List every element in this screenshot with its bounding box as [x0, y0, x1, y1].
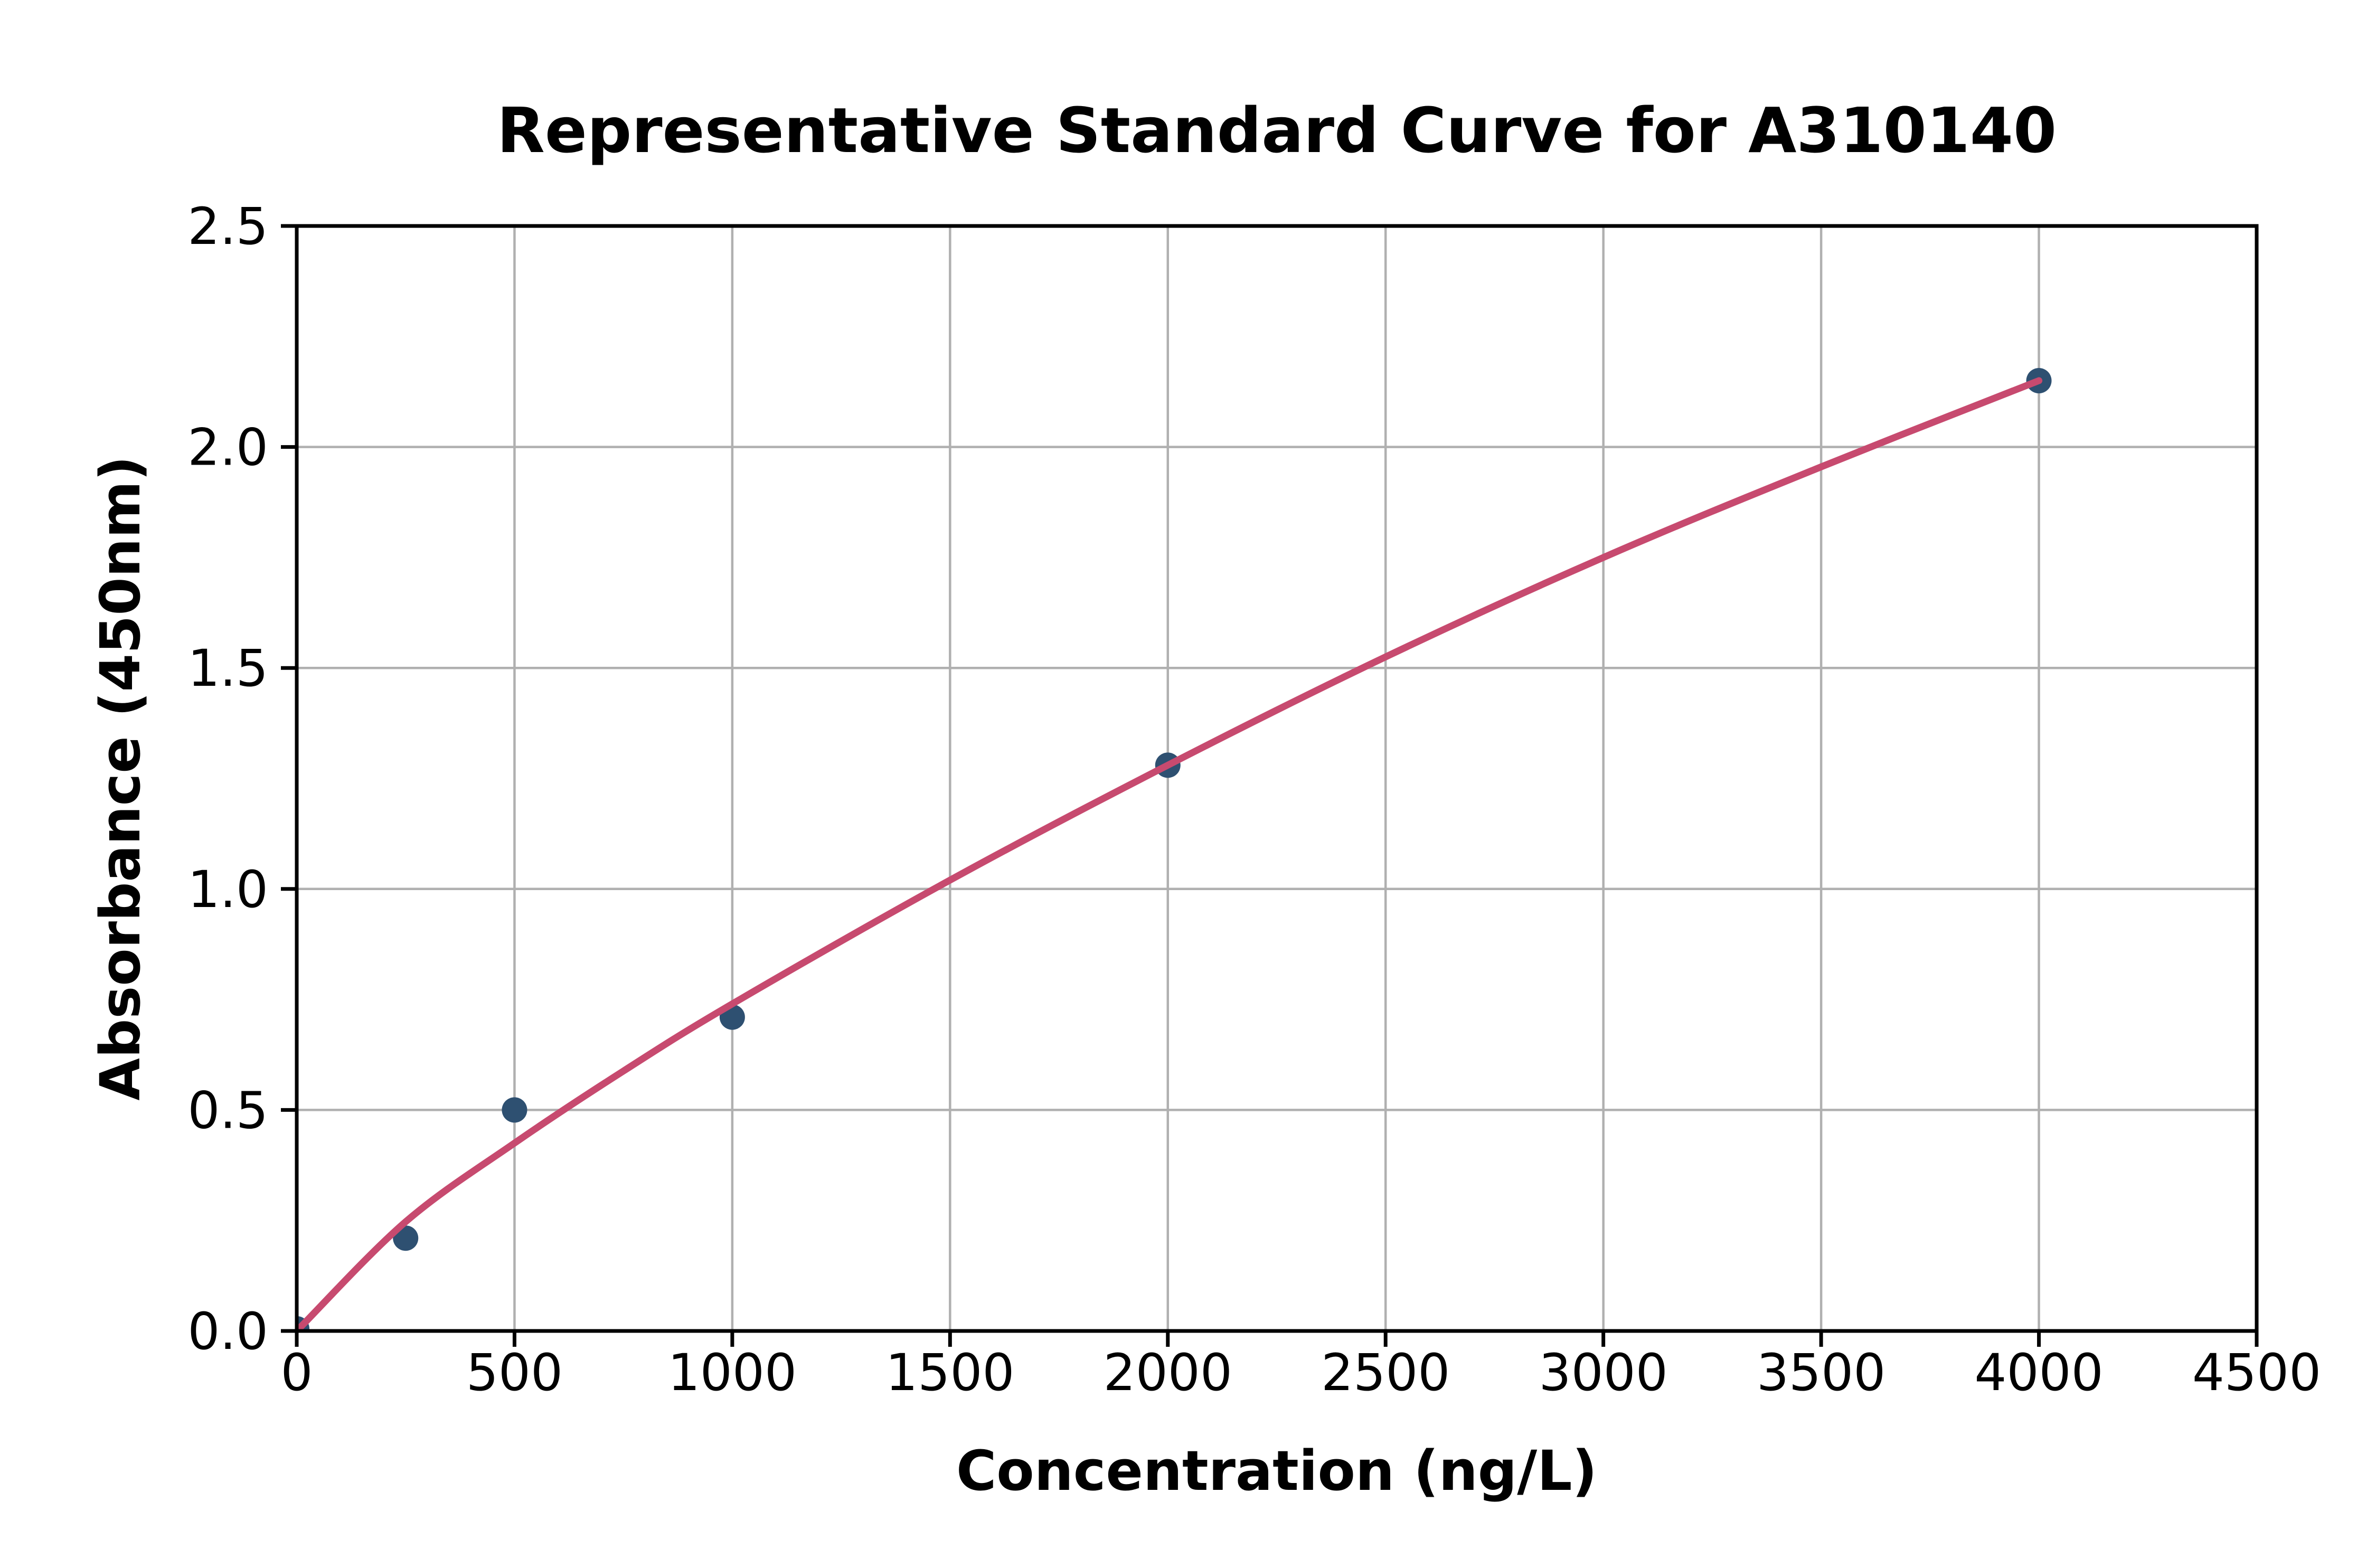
x-tick-label: 500 — [466, 1343, 563, 1402]
data-point — [502, 1097, 527, 1123]
x-axis-label: Concentration (ng/L) — [956, 1439, 1597, 1503]
x-tick-label: 4500 — [2192, 1343, 2321, 1402]
chart-title: Representative Standard Curve for A31014… — [497, 94, 2057, 167]
fit-curve — [297, 377, 2043, 1330]
x-tick-label: 0 — [280, 1343, 313, 1402]
x-tick-label: 1000 — [668, 1343, 797, 1402]
axis-ticks-and-labels: 0 500 1000 1500 2000 2500 3000 3500 4000 4500 0.0 0… — [187, 197, 2321, 1402]
x-tick-label: 3000 — [1539, 1343, 1668, 1402]
x-tick-label: 4000 — [1974, 1343, 2103, 1402]
y-tick-label: 0.5 — [187, 1081, 268, 1140]
x-tick-label: 3500 — [1757, 1343, 1885, 1402]
y-tick-label: 1.0 — [187, 860, 268, 919]
plot-border — [295, 224, 2259, 1333]
y-tick-label: 1.5 — [187, 639, 268, 698]
plot-spines — [295, 224, 2259, 1333]
fit-curve-path — [297, 377, 2043, 1330]
x-tick-label: 2500 — [1321, 1343, 1450, 1402]
y-axis-label: Absorbance (450nm) — [88, 456, 153, 1100]
gridlines — [295, 224, 2258, 1333]
x-tick-label: 1500 — [885, 1343, 1014, 1402]
x-tick-label: 2000 — [1104, 1343, 1232, 1402]
y-tick-label: 0.0 — [187, 1302, 268, 1361]
y-tick-label: 2.5 — [187, 197, 268, 256]
y-tick-label: 2.0 — [187, 418, 268, 477]
